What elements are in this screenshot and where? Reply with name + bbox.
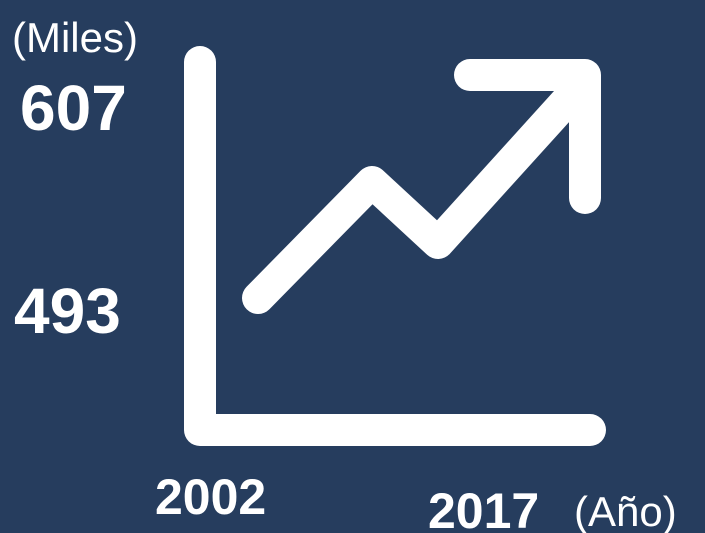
- arrow-head-icon: [454, 59, 601, 214]
- y-unit: (Miles): [12, 14, 138, 61]
- axes-icon: [184, 46, 606, 446]
- x-start-label: 2002: [155, 469, 266, 525]
- y-bottom-label: 493: [14, 275, 121, 347]
- x-end-label: 2017: [428, 483, 539, 533]
- trend-line-icon: [242, 79, 588, 314]
- x-unit: (Año): [574, 488, 677, 533]
- y-top-label: 607: [20, 72, 127, 144]
